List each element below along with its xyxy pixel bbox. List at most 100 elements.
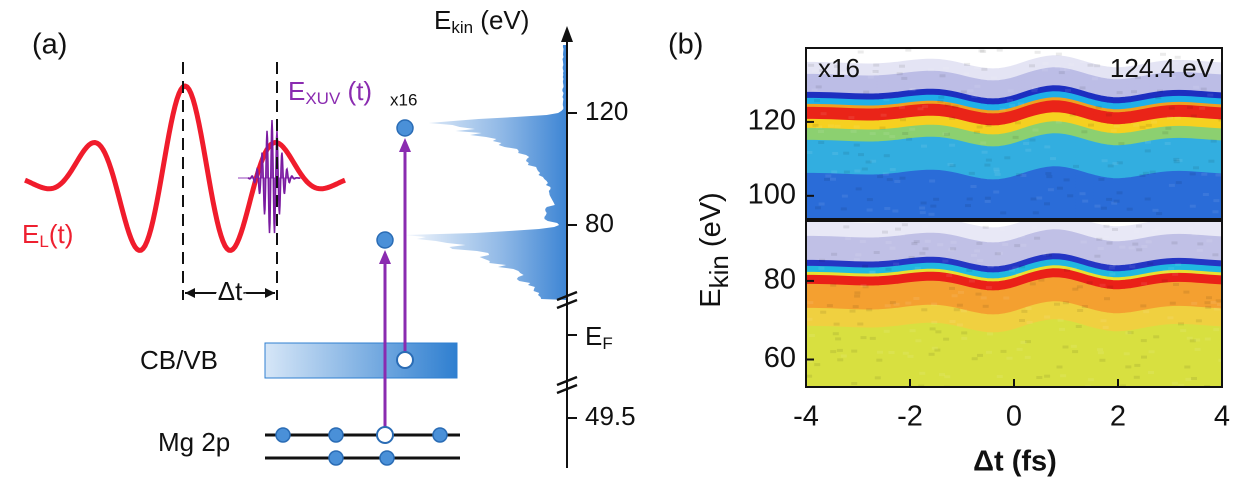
noise: [1032, 226, 1038, 229]
noise: [844, 171, 850, 174]
axis-label: Ekin (eV): [434, 5, 529, 38]
noise: [1042, 68, 1048, 71]
noise: [1141, 245, 1147, 248]
noise: [1153, 209, 1159, 212]
noise: [818, 267, 824, 270]
noise: [1196, 319, 1202, 322]
noise: [1145, 141, 1151, 144]
noise: [892, 210, 898, 213]
noise: [1081, 241, 1087, 244]
noise: [1140, 304, 1146, 307]
noise: [1208, 49, 1214, 52]
noise: [969, 172, 975, 175]
noise: [957, 323, 963, 326]
noise: [1184, 366, 1190, 369]
noise: [854, 170, 860, 173]
noise: [889, 351, 895, 354]
noise: [1000, 211, 1006, 214]
noise: [921, 145, 927, 148]
noise: [991, 76, 997, 79]
noise: [902, 223, 908, 226]
delay-label: Δt: [218, 276, 243, 306]
spectrogram-band: [801, 27, 1227, 40]
noise: [1000, 108, 1006, 111]
noise: [1136, 225, 1142, 228]
noise: [1019, 319, 1025, 322]
noise: [906, 138, 912, 141]
noise: [1114, 125, 1120, 128]
panel-label: (a): [32, 29, 67, 61]
noise: [1044, 202, 1050, 205]
noise: [1100, 284, 1106, 287]
noise: [1195, 348, 1201, 351]
noise: [1071, 268, 1077, 271]
noise: [1102, 159, 1108, 162]
noise: [1073, 165, 1079, 168]
noise: [1000, 228, 1006, 231]
noise: [1172, 273, 1178, 276]
noise: [1109, 266, 1115, 269]
noise: [1058, 319, 1064, 322]
noise: [1197, 249, 1203, 252]
noise: [985, 200, 991, 203]
noise: [951, 241, 957, 244]
noise: [886, 268, 892, 271]
noise: [984, 164, 990, 167]
noise: [830, 178, 836, 181]
noise: [915, 267, 921, 270]
y-tick-label: 120: [748, 105, 796, 137]
noise: [945, 103, 951, 106]
noise: [876, 359, 882, 362]
noise: [929, 353, 935, 356]
noise: [905, 49, 911, 52]
noise: [1025, 149, 1031, 152]
x-tick-label: -4: [793, 401, 819, 433]
noise: [1191, 302, 1197, 305]
noise: [870, 337, 876, 340]
noise: [1145, 149, 1151, 152]
xuv-field: [248, 120, 300, 233]
panel-label: (b): [668, 29, 703, 61]
energy-label: 124.4 eV: [1110, 53, 1215, 83]
noise: [814, 99, 820, 102]
noise: [1152, 229, 1158, 232]
noise: [1001, 350, 1007, 353]
noise: [1109, 273, 1115, 276]
noise: [1136, 248, 1142, 251]
noise: [1082, 200, 1088, 203]
noise: [1141, 282, 1147, 285]
noise: [868, 76, 874, 79]
noise: [870, 132, 876, 135]
noise: [1095, 205, 1101, 208]
spectrum: [405, 45, 567, 300]
noise: [1098, 247, 1104, 250]
noise: [981, 296, 987, 299]
noise: [1082, 305, 1088, 308]
noise: [819, 259, 825, 262]
noise: [877, 175, 883, 178]
text: XUV: [305, 89, 341, 108]
band-box: [265, 343, 457, 378]
noise: [1134, 376, 1140, 379]
noise: [977, 354, 983, 357]
text: F: [602, 334, 612, 353]
noise: [993, 191, 999, 194]
noise: [1117, 191, 1123, 194]
noise: [1013, 136, 1019, 139]
noise: [961, 331, 967, 334]
text: (eV): [695, 192, 727, 255]
noise: [1169, 184, 1175, 187]
noise: [1131, 90, 1137, 93]
noise: [1188, 227, 1194, 230]
noise: [840, 222, 846, 225]
noise: [1027, 321, 1033, 324]
tick-label: 120: [585, 96, 628, 126]
noise: [835, 125, 841, 128]
noise: [935, 330, 941, 333]
noise: [1187, 106, 1193, 109]
noise: [1197, 242, 1203, 245]
noise: [857, 323, 863, 326]
noise: [933, 198, 939, 201]
noise: [1007, 99, 1013, 102]
noise: [948, 163, 954, 166]
